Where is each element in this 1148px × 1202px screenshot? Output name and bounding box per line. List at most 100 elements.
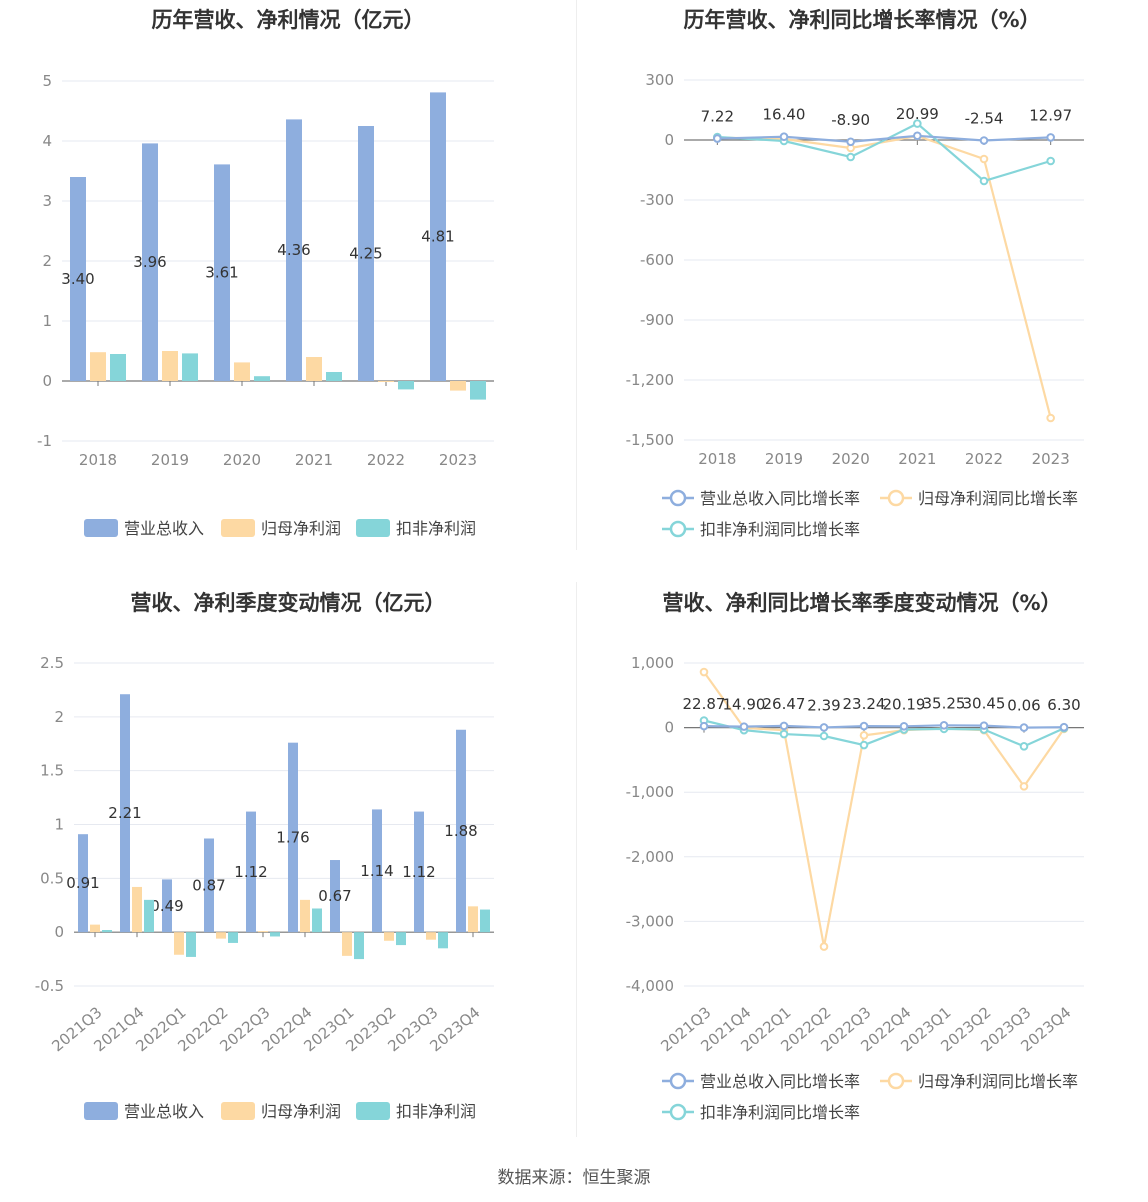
y-tick-label-3-3: -1,000: [626, 783, 674, 801]
line-value-label-3-9: 6.30: [1047, 696, 1080, 714]
data-source-note: 数据来源：恒生聚源: [497, 1168, 651, 1188]
bar-2-s0-4: [246, 811, 256, 933]
bar-2-s2-8: [438, 932, 448, 949]
y-tick-label-3-0: -4,000: [626, 977, 674, 995]
point-1-s2-3: [913, 119, 922, 128]
bar-0-s2-4: [398, 381, 414, 390]
line-value-label-1-4: -2.54: [965, 110, 1004, 128]
bar-2-s1-0: [90, 924, 100, 933]
legend-label-b-2: 扣非净利润同比增长率: [700, 1103, 860, 1122]
point-3-s2-4: [859, 740, 869, 750]
bar-value-label-2-3: 0.87: [192, 876, 225, 894]
bar-0-s2-2: [254, 376, 270, 381]
chart-title-quarterly-growth: 营收、净利同比增长率季度变动情况（%）: [662, 591, 1062, 615]
bar-2-s0-1: [120, 694, 130, 933]
bar-2-s2-6: [354, 932, 364, 960]
bar-0-s1-3: [306, 357, 322, 381]
bar-2-s2-5: [312, 908, 322, 933]
bar-2-s2-2: [186, 932, 196, 957]
point-3-s0-0: [699, 721, 709, 731]
legend-marker-a-2: [669, 520, 687, 538]
bar-2-s1-9: [468, 906, 478, 933]
legend-swatch-a-0: [84, 519, 118, 537]
bar-value-label-2-9: 1.88: [444, 822, 477, 840]
line-value-label-1-2: -8.90: [831, 111, 870, 129]
bar-0-s0-4: [358, 126, 374, 381]
y-tick-label-3-4: 0: [664, 719, 674, 737]
bar-value-label-0-1: 3.96: [133, 253, 166, 271]
point-1-s2-5: [1046, 156, 1055, 166]
y-tick-label-0-3: 2: [42, 252, 52, 270]
point-3-s2-8: [1019, 742, 1029, 751]
y-tick-label-2-3: 1: [54, 816, 64, 834]
legend-label-b-2: 扣非净利润: [396, 1102, 476, 1121]
chart-title-quarterly-bars: 营收、净利季度变动情况（亿元）: [130, 591, 446, 615]
legend-label-a-0: 营业总收入: [124, 519, 204, 538]
legend-marker-b-0: [669, 1072, 687, 1090]
y-tick-label-2-2: 0.5: [40, 869, 64, 887]
bar-2-s0-2: [162, 879, 172, 933]
bar-2-s0-7: [372, 809, 382, 933]
chart-title-annual-growth: 历年营收、净利同比增长率情况（%）: [683, 8, 1041, 32]
y-tick-label-3-2: -2,000: [626, 848, 674, 866]
legend-label-b-0: 营业总收入同比增长率: [700, 1072, 860, 1091]
x-tick-label-1-0: 2018: [698, 450, 736, 468]
line-1-s2: [717, 122, 1051, 183]
point-3-s0-5: [899, 721, 909, 731]
bar-2-s2-0: [102, 930, 112, 933]
y-tick-label-3-5: 1,000: [631, 654, 674, 672]
bar-2-s2-4: [270, 932, 280, 937]
bar-2-s1-1: [132, 886, 142, 933]
legend-swatch-a-1: [221, 519, 255, 537]
y-tick-label-2-4: 1.5: [40, 762, 64, 780]
bar-2-s0-3: [204, 838, 214, 933]
bar-0-s0-5: [430, 92, 446, 382]
point-3-s2-2: [779, 729, 789, 739]
line-1-s1: [717, 134, 1052, 419]
bar-2-s1-6: [342, 932, 352, 956]
line-value-label-3-0: 22.87: [683, 695, 726, 713]
legend-label-b-1: 归母净利润: [261, 1102, 341, 1121]
legend-marker-a-1: [887, 489, 905, 507]
bar-value-label-2-8: 1.12: [402, 863, 435, 881]
point-1-s0-1: [779, 132, 789, 142]
point-1-s2-2: [846, 152, 855, 162]
y-tick-label-1-2: -900: [640, 311, 674, 329]
bar-2-s0-8: [414, 811, 424, 933]
line-value-label-3-3: 2.39: [807, 696, 840, 714]
x-tick-label-0-3: 2021: [295, 451, 333, 469]
bar-0-s2-5: [470, 381, 486, 400]
bar-0-s1-4: [378, 381, 394, 382]
legend-label-a-2: 扣非净利润同比增长率: [700, 520, 860, 539]
y-tick-label-2-5: 2: [54, 708, 64, 726]
bar-0-s0-0: [70, 177, 86, 381]
line-value-label-1-0: 7.22: [701, 108, 734, 126]
y-tick-label-0-2: 1: [42, 312, 52, 330]
legend-label-b-0: 营业总收入: [124, 1102, 204, 1121]
bar-0-s1-5: [450, 381, 466, 391]
y-tick-label-1-5: 0: [664, 131, 674, 149]
bar-0-s0-2: [214, 164, 230, 381]
point-3-s1-0: [699, 667, 709, 677]
y-tick-label-0-0: -1: [37, 432, 52, 450]
bar-0-s1-1: [162, 351, 178, 381]
x-tick-label-1-4: 2022: [965, 450, 1003, 468]
bar-2-s2-9: [480, 909, 490, 933]
x-tick-label-1-1: 2019: [765, 450, 803, 468]
line-value-label-3-8: 0.06: [1007, 697, 1040, 715]
y-tick-label-0-1: 0: [42, 372, 52, 390]
vertical-divider-bottom: [576, 582, 577, 1137]
line-value-label-3-4: 23.24: [843, 695, 886, 713]
bar-value-label-0-2: 3.61: [205, 264, 238, 282]
y-tick-label-3-1: -3,000: [626, 912, 674, 930]
legend-swatch-b-2: [356, 1102, 390, 1120]
bar-2-s2-1: [144, 899, 154, 933]
legend-marker-a-0: [669, 489, 687, 507]
bar-2-s0-0: [78, 834, 88, 933]
chart-title-annual-bars: 历年营收、净利情况（亿元）: [151, 8, 425, 32]
bar-0-s2-1: [182, 353, 198, 381]
point-1-s0-3: [913, 131, 922, 141]
legend-label-a-0: 营业总收入同比增长率: [700, 489, 860, 508]
bar-2-s2-3: [228, 932, 238, 943]
